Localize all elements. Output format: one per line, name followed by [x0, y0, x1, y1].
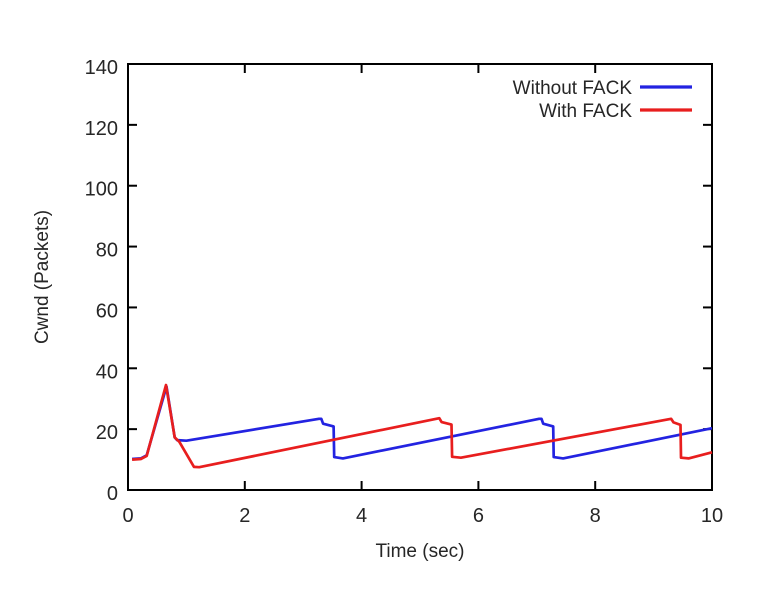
y-tick-label: 40: [96, 361, 118, 383]
series-line-with-fack: [132, 383, 713, 469]
axis-ticks: [127, 63, 713, 491]
y-tick-label: 140: [85, 57, 118, 79]
y-tick-label: 120: [85, 118, 118, 140]
y-tick-label: 0: [107, 483, 118, 505]
y-tick-label: 60: [96, 300, 118, 322]
x-tick-label: 6: [473, 505, 484, 527]
y-tick-label: 20: [96, 422, 118, 444]
y-tick-label: 80: [96, 240, 118, 262]
x-tick-label: 2: [239, 505, 250, 527]
x-tick-label: 0: [122, 505, 133, 527]
legend-label-with-fack: With FACK: [539, 101, 632, 122]
legend: Without FACK With FACK: [513, 78, 692, 122]
x-tick-label: 8: [590, 505, 601, 527]
x-tick-label: 10: [701, 505, 723, 527]
y-tick-label: 100: [85, 179, 118, 201]
x-tick-label: 4: [356, 505, 367, 527]
plot-border: [127, 63, 713, 491]
legend-label-without-fack: Without FACK: [513, 78, 633, 99]
y-axis-label: Cwnd (Packets): [32, 210, 53, 344]
x-axis-label: Time (sec): [375, 541, 464, 562]
